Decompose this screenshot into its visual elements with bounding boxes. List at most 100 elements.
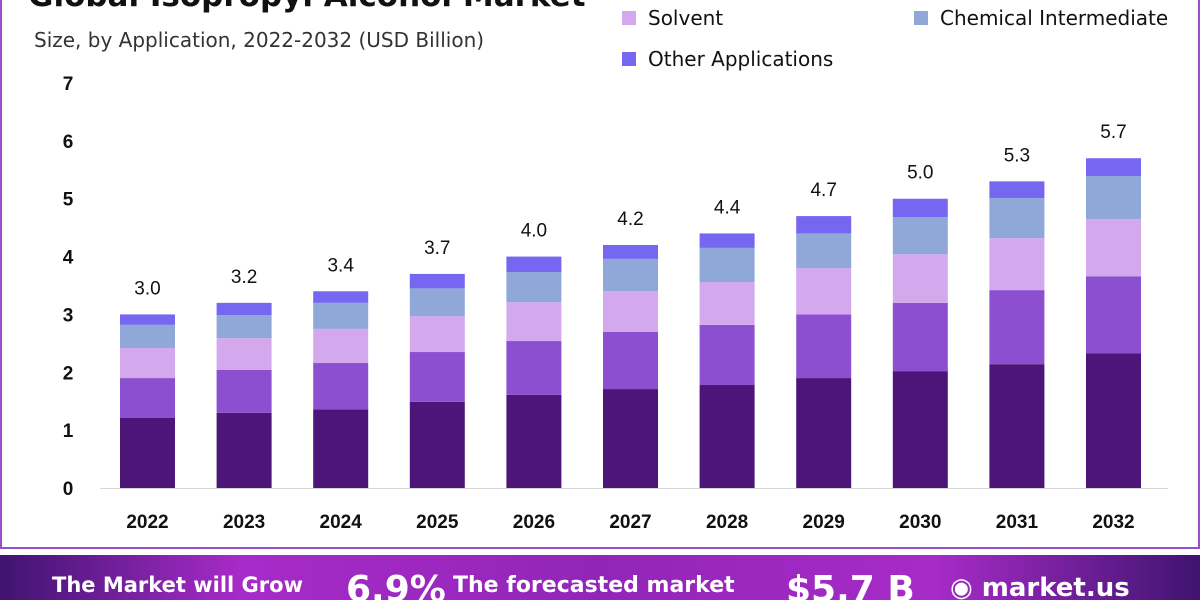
bar-segment [120,417,175,488]
bar-segment [409,273,465,289]
bar-segment [506,341,562,395]
cagr-value: 6.9% [346,569,446,610]
bar-segment [409,401,465,488]
bar-segment [892,371,948,488]
bar-segment [1086,218,1141,277]
bar-segment [216,302,272,316]
forecast-value: $5.7 B [786,569,915,610]
bar-segment [120,314,175,325]
bar-segment [1086,176,1141,219]
bar-segment [409,352,465,402]
x-tick-label: 2027 [609,512,651,533]
legend-swatch [622,11,636,25]
bar-segment [216,369,272,413]
bar-segment [989,290,1045,365]
legend-label: Chemical Intermediate [940,6,1169,30]
chart-frame [0,0,1200,549]
bar-segment [120,347,175,379]
legend-swatch [622,52,636,66]
bar-segment [506,394,562,488]
bar-segment [1086,158,1141,177]
y-tick-label: 0 [63,479,74,500]
y-tick-label: 2 [63,363,74,384]
y-tick-label: 3 [63,305,74,326]
grow-label: The Market will Grow [52,573,303,597]
bar-segment [216,315,272,339]
y-tick-label: 6 [63,132,74,153]
bar-segment [313,302,369,329]
x-tick-label: 2028 [706,512,748,533]
bar-segment [989,238,1045,291]
legend-solvent: Solvent [622,6,723,30]
bar-segment [313,409,369,488]
total-label: 5.7 [1100,122,1126,143]
y-tick-label: 7 [63,74,74,95]
total-label: 3.4 [327,255,354,276]
bar-segment [216,412,272,488]
chart-title: Global Isopropyl Alcohol Market [28,0,586,14]
x-tick-label: 2032 [1092,512,1134,533]
bar-segment [216,338,272,370]
bar-segment [796,314,852,379]
total-label: 4.0 [521,221,547,242]
bar-segment [506,272,562,303]
legend-label: Other Applications [648,47,834,71]
bar-segment [506,302,562,342]
x-tick-label: 2026 [513,512,555,533]
bar-segment [796,216,852,234]
x-tick-label: 2029 [803,512,845,533]
bar-segment [313,328,369,364]
bar-segment [699,385,755,488]
bar-segment [120,378,175,418]
bar-segment [892,302,948,372]
bar-segment [796,233,852,269]
x-tick-label: 2030 [899,512,941,533]
bar-segment [603,291,658,332]
stacked-bar-chart: 0 1 2 3 4 5 6 7 3.0 2022 3.2 2023 3.4 2024 3.7 2025 4.0 2… [63,74,1168,533]
bar-segment [409,288,465,317]
x-tick-label: 2025 [416,512,459,533]
bar-segment [603,389,658,488]
x-tick-label: 2024 [320,512,363,533]
total-label: 5.3 [1004,145,1030,166]
y-tick-label: 5 [63,190,74,211]
total-label: 3.7 [424,238,450,259]
legend-chemical-intermediate: Chemical Intermediate [914,6,1168,30]
x-tick-label: 2031 [996,512,1039,533]
legend-swatch [914,11,928,25]
total-label: 5.0 [907,163,933,184]
bar-segment [796,378,852,488]
bar-segment [603,331,658,390]
bar-segment [892,198,948,218]
bar-segment [892,254,948,303]
legend-other-applications: Other Applications [622,47,833,71]
total-label: 3.0 [134,278,160,299]
bar-segment [989,364,1045,488]
total-label: 4.7 [810,180,836,201]
bar-segment [989,181,1045,199]
forecast-label: The forecasted market [453,573,735,598]
bar-segment [409,316,465,353]
bar-segment [603,245,658,259]
bar-segment [989,198,1045,239]
y-tick-label: 1 [63,421,74,442]
legend-label: Solvent [648,6,724,30]
bar-segment [699,247,755,283]
bar-segment [796,268,852,315]
x-tick-label: 2022 [126,512,168,533]
bar-segment [699,282,755,325]
bar-segment [313,291,369,303]
chart-subtitle: Size, by Application, 2022-2032 (USD Bil… [34,28,485,52]
footer-banner: The Market will Grow 6.9% The forecasted… [0,555,1200,610]
bar-segment [120,324,175,348]
total-label: 4.4 [714,197,741,218]
total-label: 3.2 [231,267,257,288]
y-tick-label: 4 [63,248,74,269]
bar-segment [699,233,755,248]
bar-segment [313,363,369,410]
bar-segment [1086,353,1141,488]
brand-logo: ◉ market.us [950,573,1130,603]
bar-segment [1086,276,1141,354]
bar-segment [603,258,658,292]
bar-segment [506,256,562,273]
